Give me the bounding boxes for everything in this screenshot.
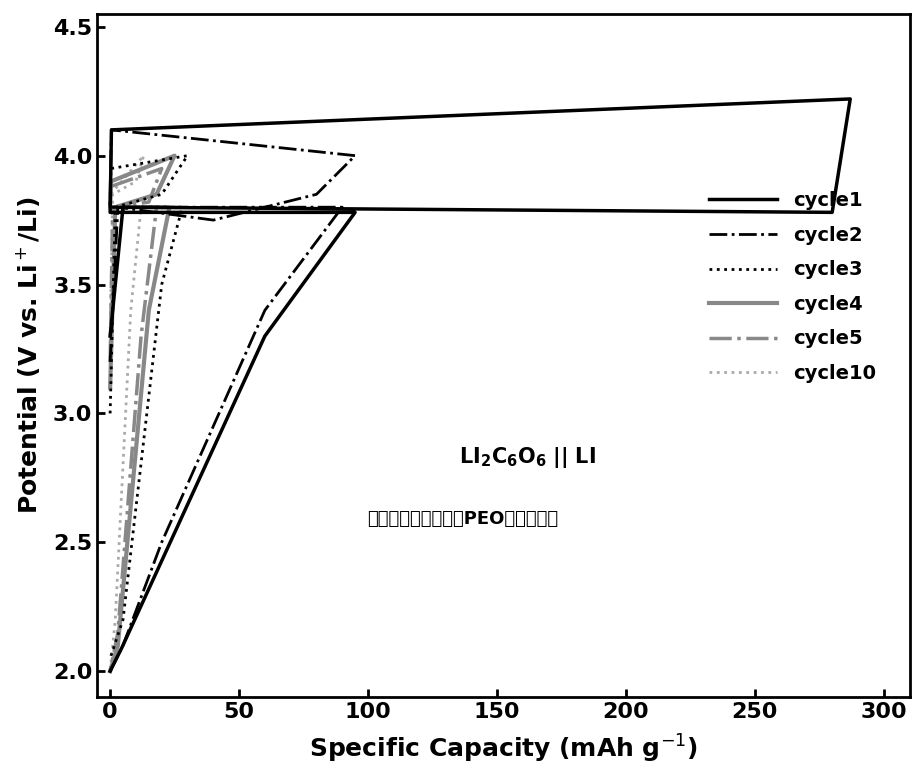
- Legend: cycle1, cycle2, cycle3, cycle4, cycle5, cycle10: cycle1, cycle2, cycle3, cycle4, cycle5, …: [701, 183, 883, 391]
- cycle5: [156, 164, 167, 173]
- cycle10: [138, 151, 149, 160]
- cycle5: [117, 559, 128, 569]
- cycle4: [140, 333, 152, 342]
- cycle2: [104, 358, 116, 367]
- cycle5: [110, 639, 121, 648]
- cycle4: [124, 517, 135, 527]
- cycle5: [149, 221, 160, 231]
- cycle5: [104, 667, 116, 676]
- cycle3: [104, 654, 116, 663]
- Line: cycle4: cycle4: [110, 156, 175, 671]
- Text: $\mathbf{LI_2C_6O_6\ ||\ LI}$: $\mathbf{LI_2C_6O_6\ ||\ LI}$: [459, 446, 596, 471]
- cycle10: [104, 331, 116, 340]
- cycle10: [110, 189, 121, 198]
- cycle4: [132, 196, 143, 205]
- cycle3: [182, 151, 193, 160]
- Line: cycle3: cycle3: [110, 156, 188, 658]
- cycle2: [185, 213, 196, 222]
- cycle1: [132, 203, 143, 212]
- cycle1: [581, 206, 592, 215]
- cycle3: [140, 194, 152, 203]
- cycle4: [143, 192, 154, 201]
- cycle10: [108, 189, 119, 199]
- cycle2: [106, 125, 117, 135]
- cycle3: [148, 192, 159, 201]
- Y-axis label: Potential (V vs. Li$^+$/Li): Potential (V vs. Li$^+$/Li): [14, 196, 42, 514]
- cycle3: [122, 199, 133, 209]
- cycle1: [193, 475, 204, 485]
- cycle3: [105, 174, 116, 183]
- Line: cycle10: cycle10: [110, 156, 143, 671]
- Line: cycle1: cycle1: [110, 99, 850, 671]
- X-axis label: Specific Capacity (mAh g$^{-1}$): Specific Capacity (mAh g$^{-1}$): [309, 733, 698, 765]
- cycle10: [104, 196, 116, 206]
- Line: cycle2: cycle2: [110, 130, 355, 671]
- cycle5: [145, 192, 156, 202]
- cycle10: [129, 260, 140, 270]
- cycle1: [116, 643, 128, 653]
- cycle5: [104, 358, 116, 367]
- cycle1: [104, 667, 116, 676]
- cycle2: [152, 208, 164, 217]
- cycle3: [175, 162, 186, 171]
- Line: cycle5: cycle5: [110, 168, 162, 671]
- cycle1: [104, 331, 116, 340]
- cycle10: [124, 327, 135, 337]
- cycle5: [150, 181, 161, 190]
- cycle4: [104, 383, 116, 393]
- cycle4: [169, 151, 180, 160]
- cycle10: [117, 466, 128, 475]
- Text: （冷冻干燥法、使用PEO基电解质）: （冷冻干燥法、使用PEO基电解质）: [367, 510, 558, 528]
- cycle2: [182, 212, 193, 221]
- cycle3: [151, 191, 162, 200]
- cycle1: [820, 208, 831, 217]
- cycle2: [214, 214, 225, 224]
- cycle4: [154, 252, 165, 261]
- cycle5: [131, 199, 142, 209]
- cycle10: [104, 667, 116, 676]
- cycle2: [148, 559, 159, 568]
- cycle4: [104, 667, 116, 676]
- cycle3: [104, 409, 116, 418]
- cycle1: [845, 94, 856, 104]
- cycle2: [141, 577, 152, 587]
- cycle4: [111, 647, 122, 656]
- cycle1: [748, 207, 760, 217]
- cycle2: [104, 667, 116, 676]
